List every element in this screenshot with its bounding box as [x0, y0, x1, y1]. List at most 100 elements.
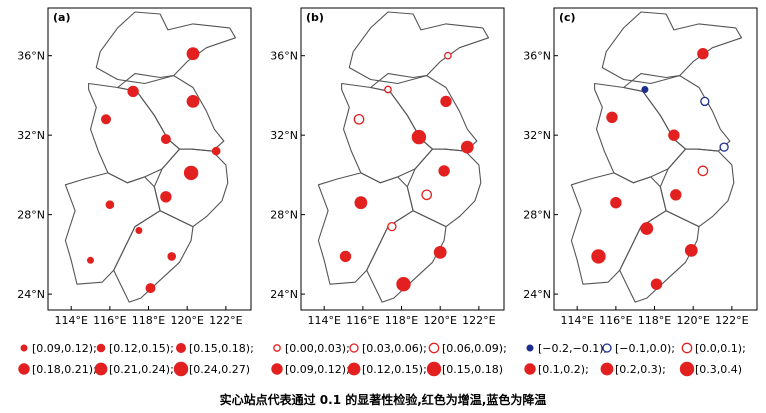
station-marker [650, 278, 663, 290]
map-panel: 36°N 32°N 28°N 24°N 114°E 116°E 118°E 120°E 122°… [523, 7, 758, 327]
station-marker [105, 200, 115, 209]
legend-label: [0.24,0.27) [189, 363, 250, 376]
y-tick-label: 28°N [523, 209, 551, 222]
station-marker [353, 113, 365, 125]
station-marker [167, 252, 176, 261]
map-panel: 36°N 32°N 28°N 24°N 114°E 116°E 118°E 120°E 122°… [17, 7, 252, 327]
legend-label: [0.12,0.15); [109, 342, 174, 355]
x-tick-label: 116°E [93, 314, 126, 327]
x-tick-label: 116°E [346, 314, 379, 327]
map-frame [300, 7, 505, 311]
legend-marker [271, 363, 283, 375]
legend-label: [−0.2,−0.1); [538, 342, 607, 355]
station-marker [387, 221, 397, 232]
province-outline [153, 148, 229, 228]
province-outlines [317, 11, 490, 303]
station-marker [87, 256, 95, 264]
x-tick-label: 118°E [385, 314, 418, 327]
legend-label: [0.03,0.06); [362, 342, 427, 355]
x-tick-label: 114°E [54, 314, 87, 327]
station-marker [438, 165, 450, 177]
station-marker [145, 283, 156, 294]
station-marker [101, 114, 112, 125]
province-outline [619, 210, 700, 303]
station-marker [670, 189, 682, 201]
station-marker [697, 165, 709, 177]
province-outline [113, 210, 194, 303]
station-marker [354, 196, 368, 210]
station-marker [160, 134, 171, 145]
legend-label: [0.0,0.1); [695, 342, 746, 355]
x-tick-label: 118°E [638, 314, 671, 327]
legend-label: [0.09,0.12); [32, 342, 97, 355]
legend-marker [94, 362, 108, 376]
y-tick-label: 24°N [270, 288, 298, 301]
legend-marker [526, 344, 534, 352]
legend-marker [347, 362, 361, 376]
station-marker [384, 85, 392, 94]
y-tick-label: 32°N [523, 129, 551, 142]
y-tick-label: 36°N [523, 50, 551, 63]
legend-label: [0.21,0.24); [109, 363, 174, 376]
x-tick-label: 116°E [599, 314, 632, 327]
legend-marker [273, 344, 281, 352]
y-tick-label: 28°N [270, 209, 298, 222]
x-tick-label: 122°E [715, 314, 748, 327]
station-marker [411, 129, 427, 145]
legend-marker [173, 361, 189, 377]
province-outlines [570, 11, 743, 303]
station-marker [183, 165, 199, 181]
province-outline [366, 210, 447, 303]
x-tick-label: 114°E [307, 314, 340, 327]
legend-marker [600, 362, 614, 376]
y-tick-label: 32°N [270, 129, 298, 142]
station-marker [186, 47, 200, 61]
station-marker [127, 85, 139, 98]
y-tick-label: 36°N [17, 50, 45, 63]
station-marker [719, 142, 729, 152]
province-outlines [64, 11, 237, 303]
station-marker [421, 189, 433, 201]
legend-marker [602, 343, 612, 353]
x-tick-label: 122°E [462, 314, 495, 327]
legend-label: [0.18,0.21); [32, 363, 97, 376]
y-tick-label: 24°N [17, 288, 45, 301]
x-tick-label: 120°E [423, 314, 456, 327]
legend-label: [−0.1,0.0); [615, 342, 675, 355]
legend-marker [349, 343, 359, 353]
legend-marker [20, 344, 28, 352]
y-tick-label: 28°N [17, 209, 45, 222]
legend-marker [96, 343, 106, 353]
station-marker [211, 146, 221, 156]
legend-marker [524, 363, 536, 375]
station-marker [591, 249, 606, 264]
panel-label: (b) [306, 11, 324, 24]
station-marker [444, 51, 452, 60]
station-marker [697, 47, 709, 60]
station-marker [640, 222, 654, 235]
station-marker [186, 95, 200, 108]
y-tick-label: 32°N [17, 129, 45, 142]
legend-marker [426, 361, 442, 377]
legend-label: [0.1,0.2); [538, 363, 589, 376]
province-outline [406, 148, 482, 228]
legend-label: [0.06,0.09); [442, 342, 507, 355]
station-marker [160, 191, 172, 203]
legend-label: [0.2,0.3); [615, 363, 666, 376]
legend-label: [0.3,0.4) [695, 363, 742, 376]
x-tick-label: 120°E [676, 314, 709, 327]
station-marker [460, 140, 474, 154]
legend-label: [0.12,0.15); [362, 363, 427, 376]
panel-label: (a) [53, 11, 70, 24]
map-frame [553, 7, 758, 311]
x-tick-label: 118°E [132, 314, 165, 327]
legend-marker [681, 342, 693, 354]
legend-marker [176, 342, 187, 353]
station-marker [668, 129, 680, 141]
legend-label: [0.15,0.18) [442, 363, 503, 376]
legend-marker [428, 342, 440, 354]
panel-label: (c) [559, 11, 576, 24]
station-marker [440, 95, 452, 108]
legends: [0.09,0.12); [0.12,0.15); [0.15,0.18); [0.1… [18, 342, 746, 377]
